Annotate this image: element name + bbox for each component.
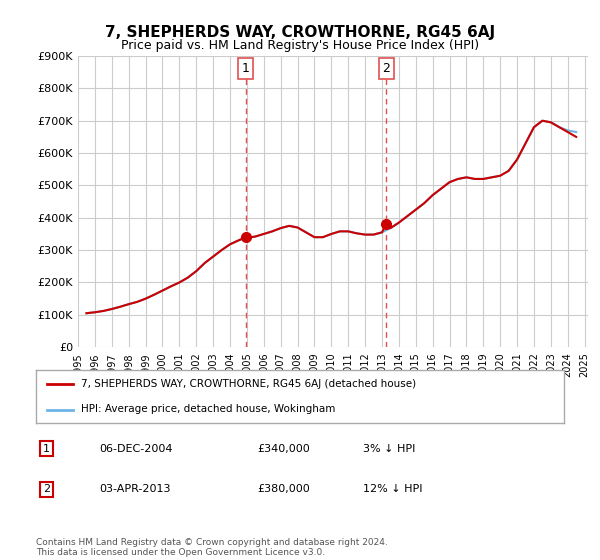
Text: £340,000: £340,000 bbox=[258, 444, 311, 454]
Text: 7, SHEPHERDS WAY, CROWTHORNE, RG45 6AJ (detached house): 7, SHEPHERDS WAY, CROWTHORNE, RG45 6AJ (… bbox=[81, 380, 416, 390]
Text: 7, SHEPHERDS WAY, CROWTHORNE, RG45 6AJ: 7, SHEPHERDS WAY, CROWTHORNE, RG45 6AJ bbox=[105, 25, 495, 40]
Text: 1: 1 bbox=[242, 62, 250, 75]
Text: 2: 2 bbox=[382, 62, 390, 75]
Text: 06-DEC-2004: 06-DEC-2004 bbox=[100, 444, 173, 454]
Text: Price paid vs. HM Land Registry's House Price Index (HPI): Price paid vs. HM Land Registry's House … bbox=[121, 39, 479, 52]
Text: 1: 1 bbox=[43, 444, 50, 454]
Text: £380,000: £380,000 bbox=[258, 484, 311, 494]
Text: 3% ↓ HPI: 3% ↓ HPI bbox=[364, 444, 416, 454]
Text: 2: 2 bbox=[43, 484, 50, 494]
Text: HPI: Average price, detached house, Wokingham: HPI: Average price, detached house, Woki… bbox=[81, 404, 335, 414]
Text: Contains HM Land Registry data © Crown copyright and database right 2024.
This d: Contains HM Land Registry data © Crown c… bbox=[36, 538, 388, 557]
Text: 03-APR-2013: 03-APR-2013 bbox=[100, 484, 171, 494]
Text: 12% ↓ HPI: 12% ↓ HPI bbox=[364, 484, 423, 494]
